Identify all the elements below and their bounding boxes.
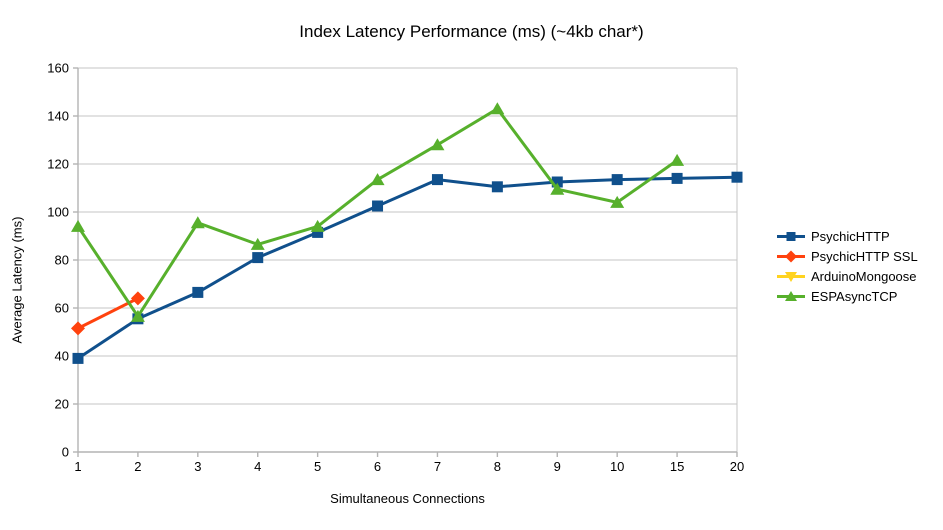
- x-tick-label: 3: [194, 459, 201, 474]
- x-tick-label: 20: [730, 459, 744, 474]
- legend-label: ESPAsyncTCP: [811, 288, 898, 304]
- series-psychichttp: [72, 171, 743, 364]
- legend-item: PsychicHTTP: [776, 226, 918, 246]
- y-tick-label: 0: [62, 445, 69, 460]
- y-tick-label: 40: [55, 349, 69, 364]
- series-marker-icon: [777, 290, 805, 301]
- data-point-marker: [130, 309, 145, 322]
- data-point-marker: [551, 176, 563, 188]
- y-axis-title: Average Latency (ms): [9, 216, 25, 344]
- y-tick-label: 160: [47, 61, 69, 76]
- x-tick-label: 1: [74, 459, 81, 474]
- legend-item: ArduinoMongoose: [776, 266, 918, 286]
- series-espasynctcp: [71, 102, 685, 322]
- data-point-marker: [370, 173, 385, 186]
- x-tick-label: 4: [254, 459, 261, 474]
- data-point-marker: [192, 286, 204, 298]
- series-line: [77, 175, 738, 360]
- series-marker-icon: [777, 271, 805, 282]
- y-axis: 0 20 40 60 80 100 120 140 160: [47, 61, 78, 460]
- data-point-marker: [310, 219, 325, 232]
- y-tick-label: 100: [47, 205, 69, 220]
- data-point-marker: [611, 174, 623, 186]
- gridlines: [78, 67, 737, 405]
- x-tick-label: 8: [494, 459, 501, 474]
- x-tick-label: 7: [434, 459, 441, 474]
- data-point-marker: [130, 291, 145, 306]
- x-tick-label: 6: [374, 459, 381, 474]
- data-point-marker: [610, 195, 625, 208]
- y-tick-label: 60: [55, 301, 69, 316]
- data-point-marker: [431, 174, 443, 186]
- x-tick-label: 2: [134, 459, 141, 474]
- data-point-marker: [72, 352, 84, 364]
- data-point-marker: [372, 200, 384, 212]
- chart-title: Index Latency Performance (ms) (~4kb cha…: [299, 22, 644, 41]
- data-point-marker: [190, 216, 205, 229]
- y-tick-label: 80: [55, 253, 69, 268]
- data-point-marker: [731, 171, 743, 183]
- data-point-marker: [252, 252, 264, 264]
- legend-label: ArduinoMongoose: [811, 268, 917, 284]
- data-point-marker: [71, 321, 85, 336]
- y-tick-label: 20: [55, 397, 69, 412]
- legend-label: PsychicHTTP: [811, 228, 890, 244]
- series-marker-icon: [777, 250, 805, 262]
- data-point-marker: [490, 102, 505, 115]
- x-axis: 1 2 3 4 5 6 7 8 9 10 15 20: [74, 452, 744, 474]
- series-line: [76, 107, 678, 318]
- x-axis-title: Simultaneous Connections: [330, 491, 485, 506]
- legend: PsychicHTTP PsychicHTTP SSL ArduinoMongo…: [776, 226, 918, 306]
- data-point-marker: [71, 219, 85, 232]
- legend-label: PsychicHTTP SSL: [811, 248, 918, 264]
- legend-item: PsychicHTTP SSL: [776, 246, 918, 266]
- data-point-marker: [550, 182, 565, 195]
- y-tick-label: 140: [47, 109, 69, 124]
- x-tick-label: 10: [610, 459, 624, 474]
- data-point-marker: [250, 237, 265, 250]
- y-tick-label: 120: [47, 157, 69, 172]
- series-marker-icon: [777, 231, 805, 241]
- x-tick-label: 9: [554, 459, 561, 474]
- data-point-marker: [312, 226, 324, 238]
- data-point-marker: [491, 181, 503, 193]
- legend-item: ESPAsyncTCP: [776, 286, 918, 306]
- x-tick-label: 15: [670, 459, 684, 474]
- data-point-marker: [430, 138, 445, 151]
- data-point-marker: [671, 172, 683, 184]
- data-point-marker: [670, 153, 685, 166]
- x-tick-label: 5: [314, 459, 321, 474]
